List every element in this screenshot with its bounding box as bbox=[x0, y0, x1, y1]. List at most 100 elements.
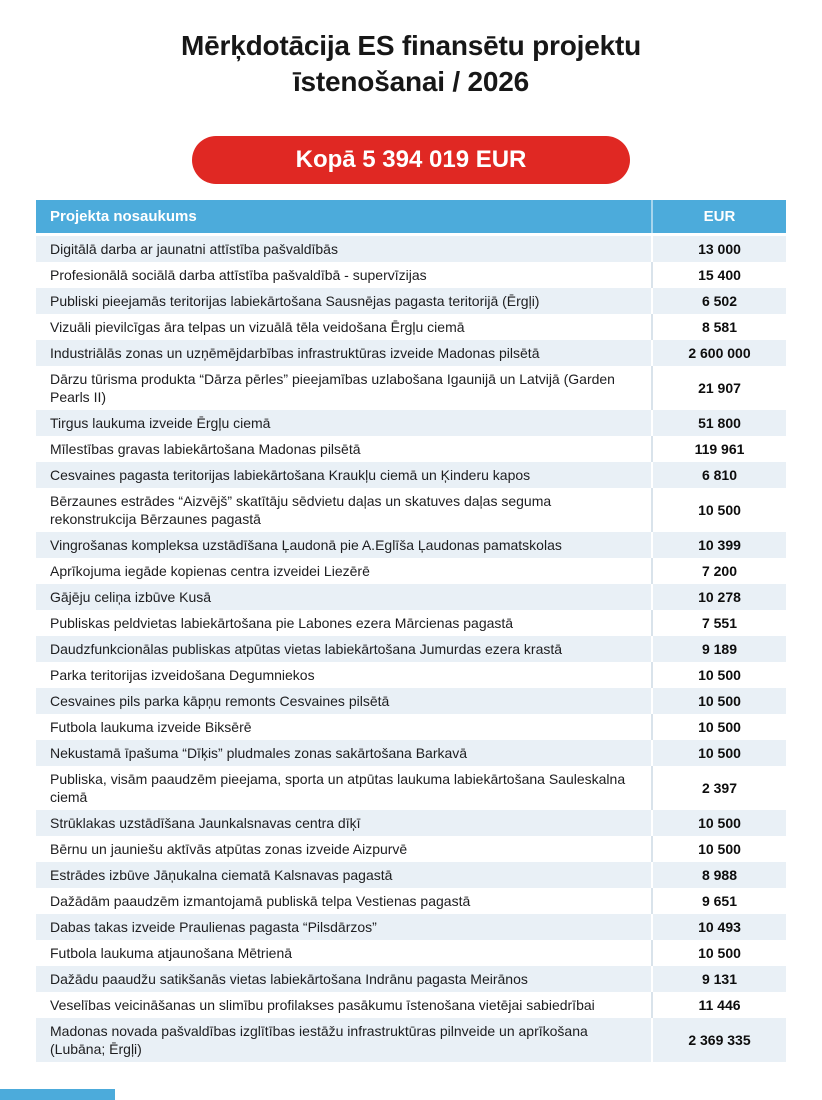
project-name: Industriālās zonas un uzņēmējdarbības in… bbox=[36, 340, 652, 366]
page-title-line1: Mērķdotācija ES finansētu projektu bbox=[181, 30, 641, 61]
project-eur: 9 189 bbox=[651, 636, 786, 662]
project-name: Dabas takas izveide Praulienas pagasta “… bbox=[36, 914, 652, 940]
table-row: Dārzu tūrisma produkta “Dārza pērles” pi… bbox=[36, 366, 786, 410]
project-name: Vingrošanas kompleksa uzstādīšana Ļaudon… bbox=[36, 532, 652, 558]
project-eur: 15 400 bbox=[651, 262, 786, 288]
project-eur: 8 581 bbox=[651, 314, 786, 340]
project-eur: 10 500 bbox=[651, 740, 786, 766]
project-name: Tirgus laukuma izveide Ērgļu ciemā bbox=[36, 410, 652, 436]
table-row: Strūklakas uzstādīšana Jaunkalsnavas cen… bbox=[36, 810, 786, 836]
project-eur: 9 651 bbox=[651, 888, 786, 914]
page-title-line2: īstenošanai / 2026 bbox=[292, 66, 530, 97]
table-row: Vizuāli pievilcīgas āra telpas un vizuāl… bbox=[36, 314, 786, 340]
project-eur: 2 600 000 bbox=[651, 340, 786, 366]
project-eur: 10 500 bbox=[651, 488, 786, 532]
project-name: Estrādes izbūve Jāņukalna ciematā Kalsna… bbox=[36, 862, 652, 888]
project-name: Parka teritorijas izveidošana Degumnieko… bbox=[36, 662, 652, 688]
project-eur: 11 446 bbox=[651, 992, 786, 1018]
project-name: Mīlestības gravas labiekārtošana Madonas… bbox=[36, 436, 652, 462]
project-name: Aprīkojuma iegāde kopienas centra izveid… bbox=[36, 558, 652, 584]
project-name: Futbola laukuma izveide Biksērē bbox=[36, 714, 652, 740]
project-name: Vizuāli pievilcīgas āra telpas un vizuāl… bbox=[36, 314, 652, 340]
project-eur: 7 200 bbox=[651, 558, 786, 584]
table-row: Dažādu paaudžu satikšanās vietas labiekā… bbox=[36, 966, 786, 992]
project-eur: 10 500 bbox=[651, 662, 786, 688]
table-row: Nekustamā īpašuma “Dīķis” pludmales zona… bbox=[36, 740, 786, 766]
table-row: Veselības veicināšanas un slimību profil… bbox=[36, 992, 786, 1018]
project-eur: 9 131 bbox=[651, 966, 786, 992]
table-row: Daudzfunkcionālas publiskas atpūtas viet… bbox=[36, 636, 786, 662]
project-name: Dažādām paaudzēm izmantojamā publiskā te… bbox=[36, 888, 652, 914]
project-name: Profesionālā sociālā darba attīstība paš… bbox=[36, 262, 652, 288]
table-row: Madonas novada pašvaldības izglītības ie… bbox=[36, 1018, 786, 1062]
table-row: Bērzaunes estrādes “Aizvējš” skatītāju s… bbox=[36, 488, 786, 532]
project-eur: 2 369 335 bbox=[651, 1018, 786, 1062]
project-eur: 21 907 bbox=[651, 366, 786, 410]
table-row: Publiski pieejamās teritorijas labiekārt… bbox=[36, 288, 786, 314]
project-name: Veselības veicināšanas un slimību profil… bbox=[36, 992, 652, 1018]
project-eur: 8 988 bbox=[651, 862, 786, 888]
project-eur: 6 810 bbox=[651, 462, 786, 488]
table-header-row: Projekta nosaukums EUR bbox=[36, 200, 786, 236]
project-name: Gājēju celiņa izbūve Kusā bbox=[36, 584, 652, 610]
project-name: Cesvaines pils parka kāpņu remonts Cesva… bbox=[36, 688, 652, 714]
table-row: Industriālās zonas un uzņēmējdarbības in… bbox=[36, 340, 786, 366]
table-row: Digitālā darba ar jaunatni attīstība paš… bbox=[36, 234, 786, 262]
project-eur: 7 551 bbox=[651, 610, 786, 636]
table-row: Publiska, visām paaudzēm pieejama, sport… bbox=[36, 766, 786, 810]
total-badge-label: Kopā 5 394 019 EUR bbox=[295, 146, 527, 173]
table-header: Projekta nosaukums EUR bbox=[36, 200, 786, 236]
project-eur: 10 493 bbox=[651, 914, 786, 940]
project-name: Strūklakas uzstādīšana Jaunkalsnavas cen… bbox=[36, 810, 652, 836]
footer-accent-bar bbox=[0, 1089, 115, 1100]
project-name: Dažādu paaudžu satikšanās vietas labiekā… bbox=[36, 966, 652, 992]
project-name: Publiskas peldvietas labiekārtošana pie … bbox=[36, 610, 652, 636]
table-row: Mīlestības gravas labiekārtošana Madonas… bbox=[36, 436, 786, 462]
project-eur: 10 500 bbox=[651, 714, 786, 740]
project-eur: 119 961 bbox=[651, 436, 786, 462]
project-eur: 2 397 bbox=[651, 766, 786, 810]
project-eur: 13 000 bbox=[651, 234, 786, 262]
project-eur: 10 500 bbox=[651, 940, 786, 966]
project-eur: 10 399 bbox=[651, 532, 786, 558]
project-name: Futbola laukuma atjaunošana Mētrienā bbox=[36, 940, 652, 966]
page-title: Mērķdotācija ES finansētu projektu īsten… bbox=[0, 28, 822, 100]
project-name: Dārzu tūrisma produkta “Dārza pērles” pi… bbox=[36, 366, 652, 410]
project-name: Digitālā darba ar jaunatni attīstība paš… bbox=[36, 234, 652, 262]
table-row: Cesvaines pagasta teritorijas labiekārto… bbox=[36, 462, 786, 488]
table-row: Publiskas peldvietas labiekārtošana pie … bbox=[36, 610, 786, 636]
table-row: Vingrošanas kompleksa uzstādīšana Ļaudon… bbox=[36, 532, 786, 558]
table-row: Futbola laukuma izveide Biksērē 10 500 bbox=[36, 714, 786, 740]
table-row: Parka teritorijas izveidošana Degumnieko… bbox=[36, 662, 786, 688]
table-body: Digitālā darba ar jaunatni attīstība paš… bbox=[36, 234, 786, 1062]
table-row: Profesionālā sociālā darba attīstība paš… bbox=[36, 262, 786, 288]
table-row: Gājēju celiņa izbūve Kusā 10 278 bbox=[36, 584, 786, 610]
table-row: Tirgus laukuma izveide Ērgļu ciemā 51 80… bbox=[36, 410, 786, 436]
total-badge: Kopā 5 394 019 EUR bbox=[192, 136, 630, 184]
project-name: Nekustamā īpašuma “Dīķis” pludmales zona… bbox=[36, 740, 652, 766]
project-name: Cesvaines pagasta teritorijas labiekārto… bbox=[36, 462, 652, 488]
table-row: Dabas takas izveide Praulienas pagasta “… bbox=[36, 914, 786, 940]
table-row: Cesvaines pils parka kāpņu remonts Cesva… bbox=[36, 688, 786, 714]
project-eur: 10 500 bbox=[651, 836, 786, 862]
table-row: Dažādām paaudzēm izmantojamā publiskā te… bbox=[36, 888, 786, 914]
project-eur: 10 500 bbox=[651, 810, 786, 836]
project-eur: 10 500 bbox=[651, 688, 786, 714]
project-name: Bērnu un jauniešu aktīvās atpūtas zonas … bbox=[36, 836, 652, 862]
project-eur: 6 502 bbox=[651, 288, 786, 314]
column-header-project-name: Projekta nosaukums bbox=[36, 200, 652, 236]
projects-table: Projekta nosaukums EUR Digitālā darba ar… bbox=[36, 200, 786, 1062]
table-row: Futbola laukuma atjaunošana Mētrienā 10 … bbox=[36, 940, 786, 966]
project-name: Daudzfunkcionālas publiskas atpūtas viet… bbox=[36, 636, 652, 662]
table-row: Aprīkojuma iegāde kopienas centra izveid… bbox=[36, 558, 786, 584]
project-name: Publiska, visām paaudzēm pieejama, sport… bbox=[36, 766, 652, 810]
project-eur: 10 278 bbox=[651, 584, 786, 610]
column-header-eur: EUR bbox=[651, 200, 786, 236]
project-name: Bērzaunes estrādes “Aizvējš” skatītāju s… bbox=[36, 488, 652, 532]
project-eur: 51 800 bbox=[651, 410, 786, 436]
table-row: Estrādes izbūve Jāņukalna ciematā Kalsna… bbox=[36, 862, 786, 888]
table-row: Bērnu un jauniešu aktīvās atpūtas zonas … bbox=[36, 836, 786, 862]
project-name: Publiski pieejamās teritorijas labiekārt… bbox=[36, 288, 652, 314]
project-name: Madonas novada pašvaldības izglītības ie… bbox=[36, 1018, 652, 1062]
